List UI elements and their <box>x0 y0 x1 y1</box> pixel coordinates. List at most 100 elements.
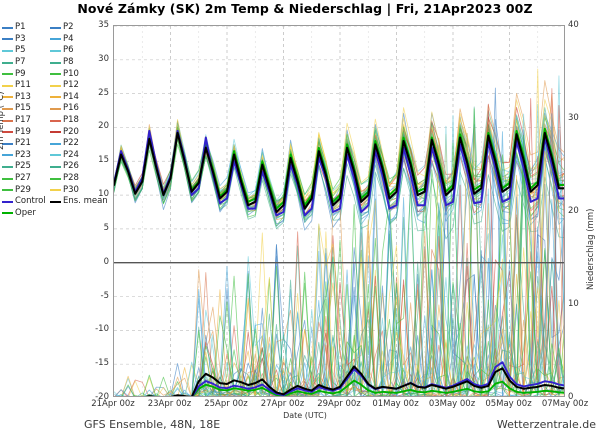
legend-label: P8 <box>63 57 74 68</box>
legend-row: P5 P6 <box>2 45 98 57</box>
legend-item-p19[interactable]: P19 <box>2 126 50 137</box>
legend-item-control[interactable]: Control <box>2 197 50 206</box>
legend-item-ens-mean[interactable]: Ens. mean <box>50 197 108 206</box>
legend-item-p10[interactable]: P10 <box>50 69 98 79</box>
legend-item-p8[interactable]: P8 <box>50 58 98 67</box>
legend-item-p20[interactable]: P20 <box>50 127 98 137</box>
legend-label: P1 <box>15 22 26 33</box>
legend-label: P19 <box>15 126 31 137</box>
legend-label: Oper <box>15 207 36 218</box>
legend-item-p7[interactable]: P7 <box>2 58 50 67</box>
legend-label: P30 <box>63 184 79 195</box>
y-axis-right: 40 30 20 10 0 <box>568 20 598 402</box>
legend-swatch-icon <box>50 26 61 29</box>
footer-source: GFS Ensemble, 48N, 18E <box>84 418 221 431</box>
legend-label: P12 <box>63 80 79 91</box>
legend-swatch-icon <box>2 38 13 41</box>
legend-item-p17[interactable]: P17 <box>2 116 50 125</box>
chart-title: Nové Zámky (SK) 2m Temp & Niederschlag |… <box>77 1 533 16</box>
legend-label: P11 <box>15 80 31 91</box>
legend-item-p29[interactable]: P29 <box>2 184 50 195</box>
legend-label: P25 <box>15 161 31 172</box>
legend-label: Ens. mean <box>63 196 108 207</box>
legend-item-p13[interactable]: P13 <box>2 92 50 102</box>
legend-swatch-icon <box>2 200 13 203</box>
legend-item-p16[interactable]: P16 <box>50 104 98 113</box>
legend-item-p28[interactable]: P28 <box>50 174 98 183</box>
legend-swatch-icon <box>50 107 61 110</box>
legend-label: P6 <box>63 45 74 56</box>
legend-swatch-icon <box>2 119 13 122</box>
legend-row: P1 P2 <box>2 22 98 34</box>
legend-swatch-icon <box>50 165 61 168</box>
x-axis-tick-label: 23Apr 00z <box>147 399 192 409</box>
legend-item-p2[interactable]: P2 <box>50 23 98 32</box>
y-axis-left: 35 30 25 20 15 10 5 0 -5 -10 -15 -20 <box>78 20 109 402</box>
legend-item-p1[interactable]: P1 <box>2 23 50 32</box>
legend-label: P5 <box>15 45 26 56</box>
y-axis-tick-label: -5 <box>100 290 109 301</box>
legend-swatch-icon <box>50 142 61 145</box>
legend-item-p11[interactable]: P11 <box>2 81 50 90</box>
legend-swatch-icon <box>2 142 13 145</box>
legend-swatch-icon <box>50 177 61 180</box>
legend-label: P2 <box>63 22 74 33</box>
legend-item-p21[interactable]: P21 <box>2 139 50 148</box>
legend-item-p25[interactable]: P25 <box>2 162 50 171</box>
legend-item-p15[interactable]: P15 <box>2 104 50 113</box>
legend-swatch-icon <box>2 107 13 110</box>
y-axis-tick-label: 25 <box>98 87 109 98</box>
chart-canvas <box>114 26 564 396</box>
y-axis-tick-label: 30 <box>98 53 109 64</box>
legend-item-p4[interactable]: P4 <box>50 33 98 44</box>
legend-item-p30[interactable]: P30 <box>50 184 98 195</box>
y-axis-tick-label: -15 <box>95 358 109 369</box>
legend-item-p18[interactable]: P18 <box>50 116 98 125</box>
legend-label: P16 <box>63 103 79 114</box>
legend-item-p3[interactable]: P3 <box>2 34 50 44</box>
x-axis-tick-label: 03May 00z <box>428 399 476 409</box>
legend-row: P7 P8 <box>2 57 98 69</box>
legend-label: P4 <box>63 33 74 44</box>
legend-swatch-icon <box>50 131 61 134</box>
y-axis-tick-label: 15 <box>98 155 109 166</box>
legend-label: P17 <box>15 115 31 126</box>
legend-row: P15 P16 <box>2 103 98 115</box>
legend-swatch-icon <box>50 84 61 87</box>
legend-row: P3 P4 <box>2 34 98 46</box>
legend-row: P23 P24 <box>2 150 98 162</box>
legend-row: Control Ens. mean <box>2 196 108 208</box>
y-axis-right-label: Niederschlag (mm) <box>586 208 596 290</box>
legend-row: P9 P10 <box>2 68 98 80</box>
y-axis-right-tick-label: 10 <box>568 299 579 309</box>
legend-row: P19 P20 <box>2 126 98 138</box>
legend-item-oper[interactable]: Oper <box>2 207 50 218</box>
legend-swatch-icon <box>2 131 13 134</box>
y-axis-tick-label: -10 <box>95 324 109 335</box>
legend-swatch-icon <box>2 26 13 29</box>
legend-label: P29 <box>15 184 31 195</box>
legend-item-p24[interactable]: P24 <box>50 150 98 160</box>
legend-label: P22 <box>63 138 79 149</box>
x-axis-tick-label: 05May 00z <box>485 399 532 409</box>
x-axis-tick-label: 25Apr 00z <box>204 399 248 409</box>
y-axis-right-tick-label: 0 <box>568 392 574 402</box>
legend-item-p14[interactable]: P14 <box>50 91 98 102</box>
legend-swatch-icon <box>50 61 61 64</box>
legend-item-p9[interactable]: P9 <box>2 68 50 79</box>
legend-item-p6[interactable]: P6 <box>50 46 98 55</box>
legend-item-p23[interactable]: P23 <box>2 150 50 160</box>
legend-label: P9 <box>15 68 26 79</box>
y-axis-left-label: 2m Temp (°C) <box>0 91 6 150</box>
y-axis-tick-label: 35 <box>98 20 109 30</box>
legend-item-p5[interactable]: P5 <box>2 46 50 55</box>
legend-item-p22[interactable]: P22 <box>50 139 98 148</box>
legend-label: P28 <box>63 173 79 184</box>
legend-row: P17 P18 <box>2 115 98 127</box>
legend-label: P14 <box>63 91 79 102</box>
legend-label: P7 <box>15 57 26 68</box>
legend-item-p26[interactable]: P26 <box>50 162 98 171</box>
legend-item-p27[interactable]: P27 <box>2 174 50 183</box>
legend-item-p12[interactable]: P12 <box>50 81 98 90</box>
x-axis-tick-label: 21Apr 00z <box>91 399 135 409</box>
